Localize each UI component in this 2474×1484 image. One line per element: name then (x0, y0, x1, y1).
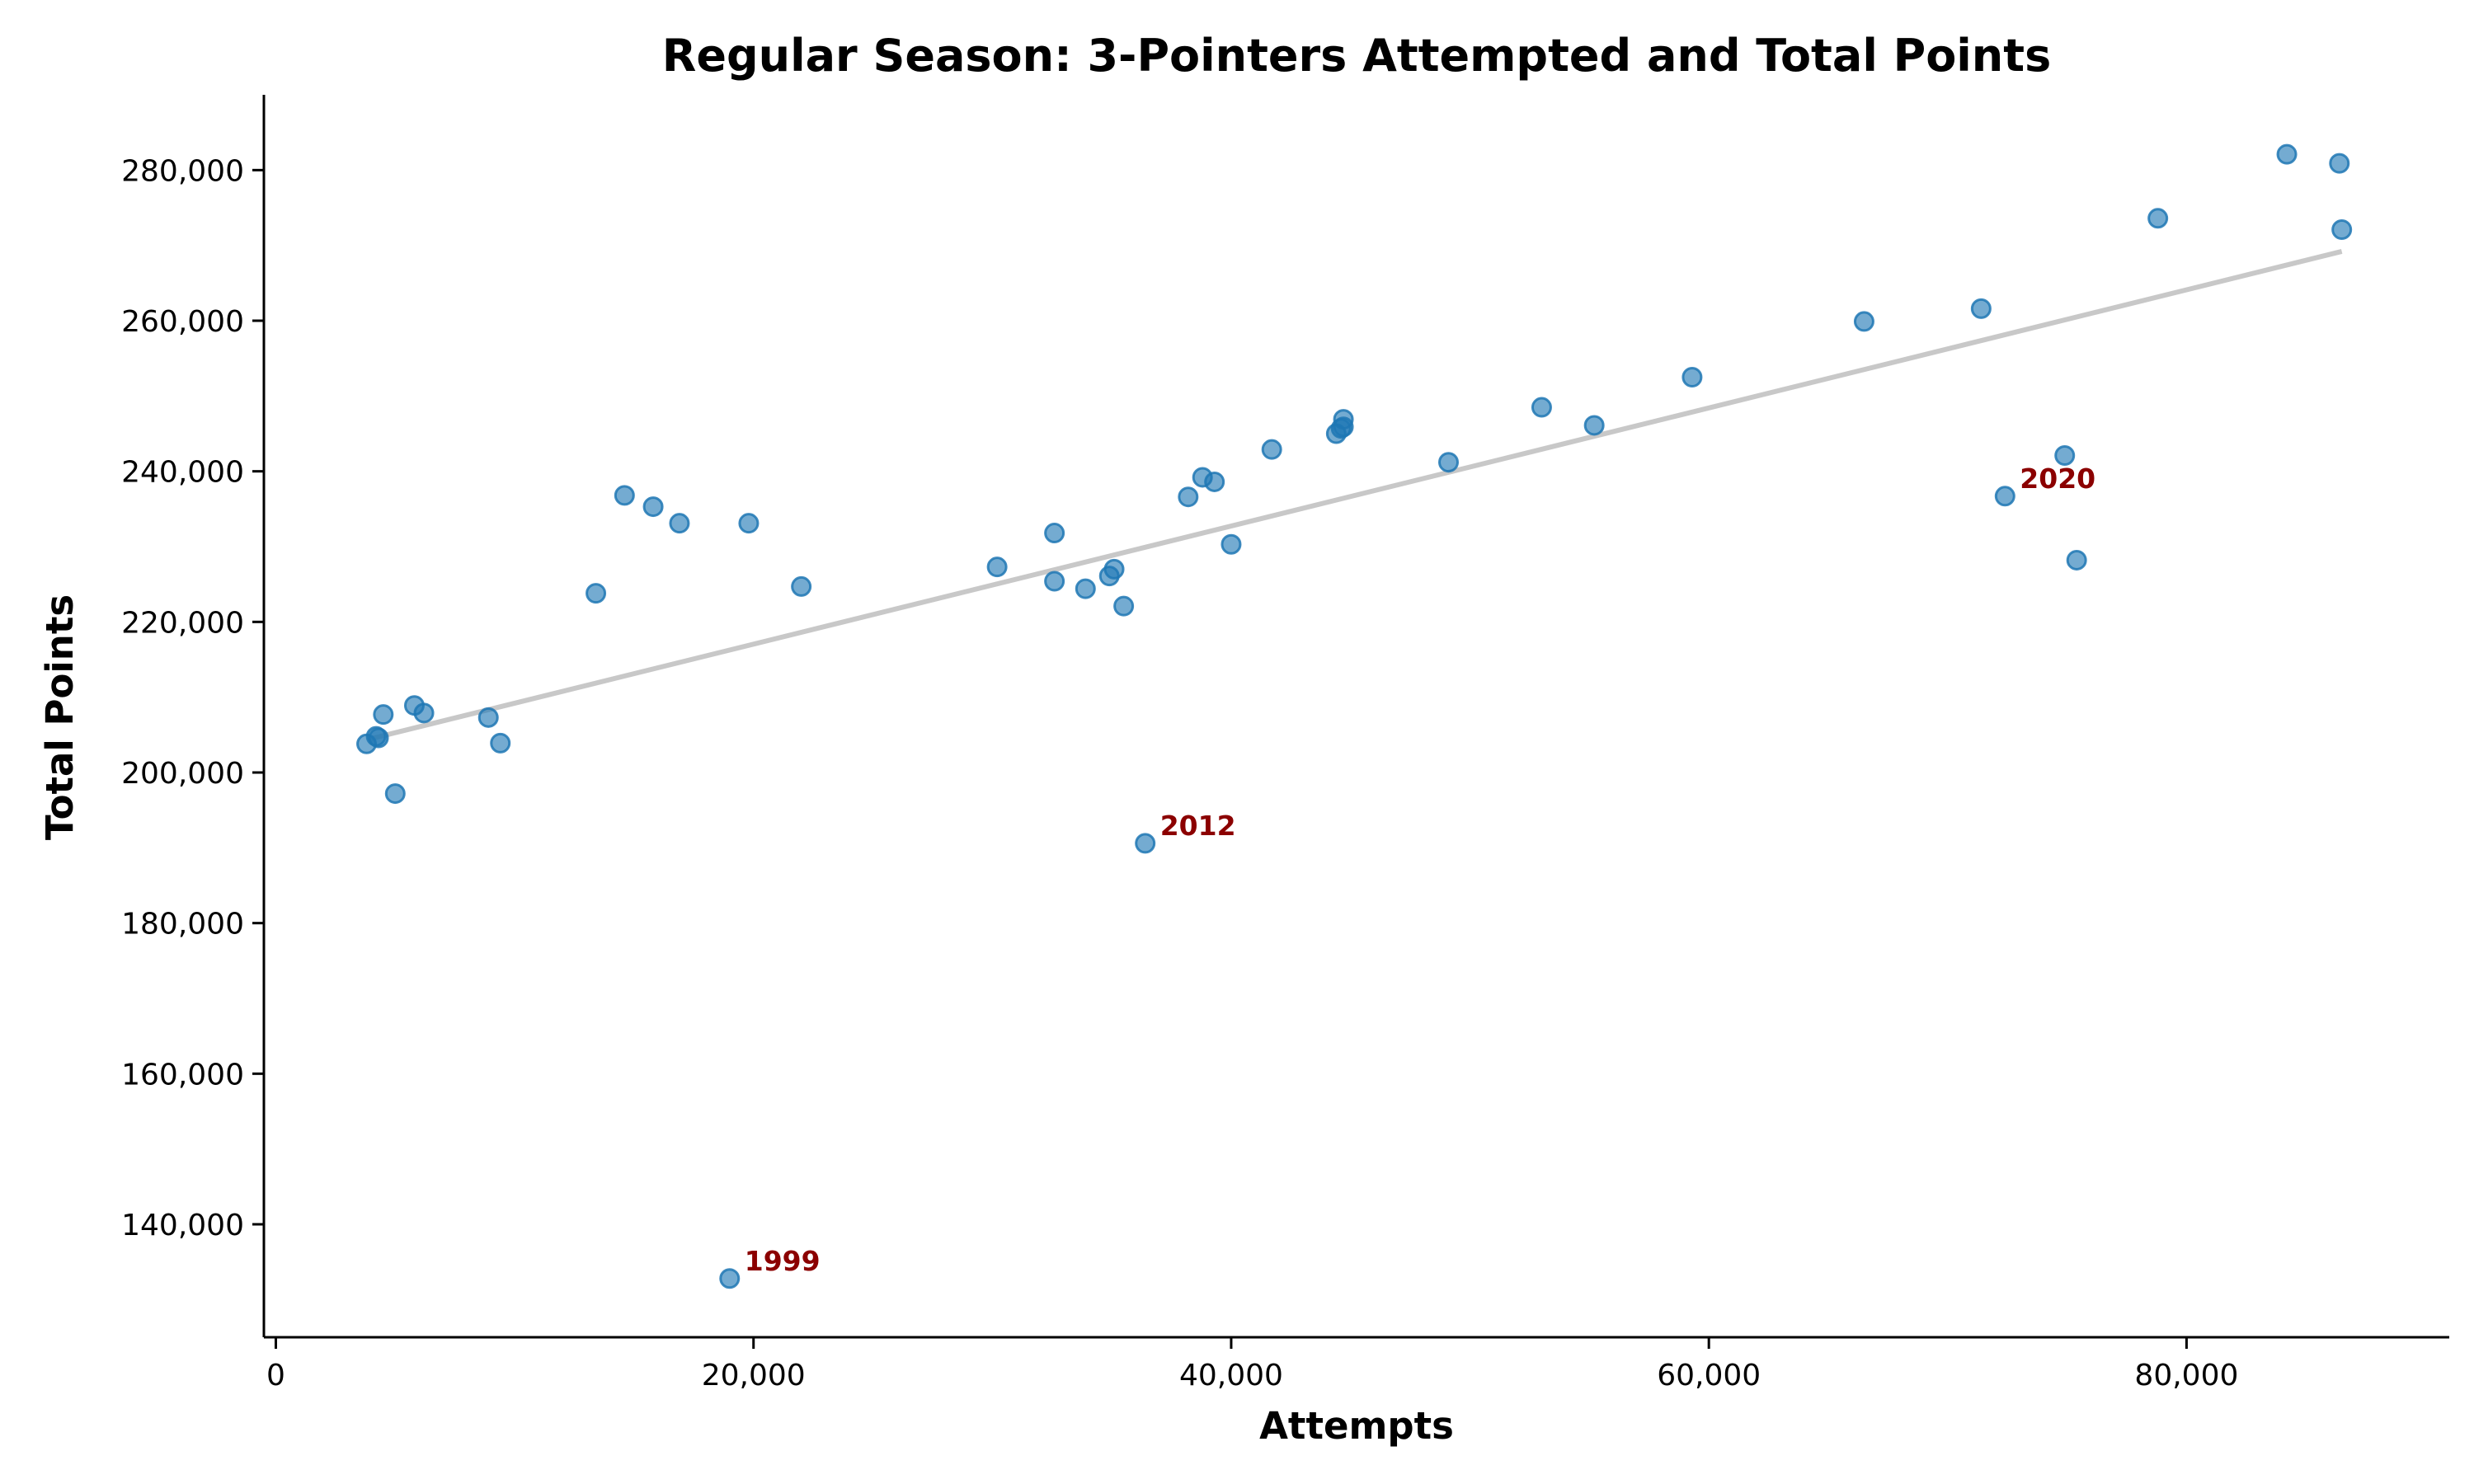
data-point (1853, 311, 1874, 332)
data-point (2054, 444, 2076, 466)
data-points (356, 143, 2353, 1289)
data-point (986, 556, 1008, 578)
data-point (368, 727, 389, 749)
y-axis-ticks: 140,000 160,000 180,000 200,000 220,000 240,0… (121, 154, 264, 1242)
y-tick-label: 200,000 (121, 757, 244, 791)
data-point (738, 513, 760, 534)
data-point (413, 702, 435, 724)
y-tick-label: 280,000 (121, 154, 244, 188)
data-point (2329, 153, 2350, 174)
annotation-label: 2012 (1160, 810, 1236, 842)
y-tick-label: 140,000 (121, 1209, 244, 1242)
data-point (1135, 833, 1156, 854)
trend-line (370, 249, 2343, 741)
axes (262, 95, 2449, 1339)
data-point (490, 732, 511, 754)
chart-title: Regular Season: 3-Pointers Attempted and… (662, 30, 2051, 82)
data-point (1178, 486, 1199, 508)
data-point (477, 707, 499, 728)
x-axis-label: Attempts (1259, 1404, 1454, 1448)
data-point (1204, 471, 1225, 492)
data-point (1970, 298, 1992, 319)
data-point (384, 783, 406, 805)
y-tick-label: 160,000 (121, 1058, 244, 1092)
y-tick-label: 240,000 (121, 456, 244, 490)
data-point (1333, 409, 1354, 430)
y-tick-label: 180,000 (121, 908, 244, 942)
data-point (1994, 486, 2015, 507)
data-point (1103, 558, 1125, 580)
y-tick-label: 220,000 (121, 606, 244, 640)
data-point (2276, 143, 2298, 165)
data-point (1681, 367, 1703, 387)
trend-line-group (370, 249, 2343, 741)
annotation-label: 1999 (745, 1245, 821, 1277)
data-point (1438, 452, 1460, 473)
data-point (791, 575, 812, 597)
data-point (614, 485, 635, 506)
x-tick-label: 20,000 (702, 1359, 806, 1392)
x-axis-ticks: 0 20,000 40,000 60,000 80,000 (266, 1337, 2238, 1392)
data-point (2147, 208, 2169, 229)
data-point (1044, 523, 1065, 544)
data-point (1075, 578, 1096, 599)
data-point (2331, 218, 2353, 240)
data-point (1044, 571, 1065, 592)
data-point (586, 583, 607, 604)
data-point (719, 1268, 741, 1289)
data-point (1261, 439, 1282, 460)
data-point (1221, 533, 1242, 555)
x-tick-label: 60,000 (1657, 1359, 1761, 1392)
data-point (642, 496, 664, 518)
point-annotations: 1999 2012 2020 (745, 463, 2095, 1277)
x-tick-label: 0 (266, 1359, 285, 1392)
data-point (1531, 397, 1552, 418)
x-tick-label: 80,000 (2134, 1359, 2238, 1392)
y-axis-label: Total Points (38, 594, 82, 840)
data-point (1113, 595, 1135, 617)
y-tick-label: 260,000 (121, 305, 244, 339)
x-tick-label: 40,000 (1179, 1359, 1283, 1392)
data-point (1583, 415, 1605, 436)
data-point (669, 513, 690, 534)
annotation-label: 2020 (2020, 463, 2095, 495)
data-point (2066, 549, 2087, 571)
data-point (373, 704, 394, 726)
